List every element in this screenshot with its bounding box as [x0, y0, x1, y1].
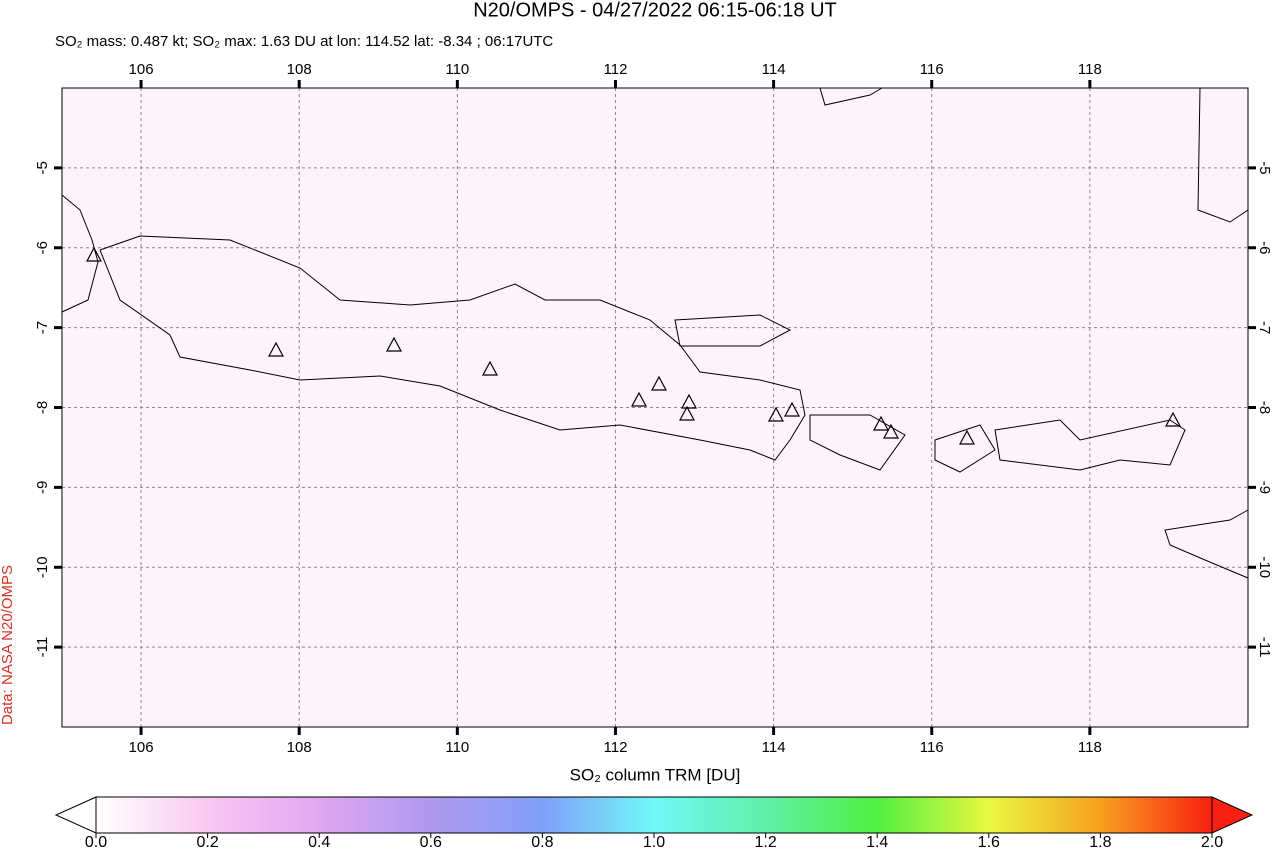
volcano: [767, 406, 785, 422]
colorbar-ticks: 0.0 0.2 0.4 0.6 0.8 1.0 1.2 1.4 1.6 1.8 2.0: [85, 833, 1223, 851]
colorbar-tick-label: 0.6: [420, 834, 442, 851]
colorbar-tick-label: 1.6: [978, 834, 1000, 851]
y-tick-label: -9: [34, 481, 51, 494]
volcano: [680, 393, 698, 409]
volcano: [650, 375, 668, 391]
volcanoes: [85, 246, 1182, 445]
x-tick-label: 108: [287, 61, 312, 78]
x-tick-label: 110: [445, 61, 469, 78]
coast-sumba: [1164, 509, 1249, 579]
y-tick-label: -7: [1256, 321, 1272, 334]
volcano: [872, 415, 890, 431]
coast-madura: [674, 314, 792, 347]
coast-sumbawa: [994, 419, 1186, 471]
colorbar-tick-label: 1.8: [1089, 834, 1111, 851]
x-tick-label: 116: [920, 739, 944, 756]
x-tick-label: 114: [762, 61, 786, 78]
coast-bali: [809, 414, 906, 471]
colorbar-over: [1211, 796, 1254, 834]
volcano: [783, 401, 801, 417]
colorbar-tick-label: 0.0: [85, 834, 107, 851]
y-tick-label: -10: [1256, 556, 1272, 578]
credit: Data: NASA N20/OMPS: [0, 565, 16, 725]
x-tick-label: 106: [129, 739, 154, 756]
volcano: [267, 341, 285, 357]
colorbar-tick-label: 2.0: [1201, 834, 1223, 851]
colorbar-label: SO₂ column TRM [DU]: [570, 765, 741, 784]
volcano: [481, 360, 499, 376]
colorbar-tick-label: 1.0: [643, 834, 665, 851]
title: N20/OMPS - 04/27/2022 06:15-06:18 UT: [473, 0, 837, 21]
y-tick-label: -7: [34, 321, 51, 334]
y-tick-label: -6: [1256, 241, 1272, 254]
x-tick-label: 118: [1078, 61, 1102, 78]
y-tick-label: -5: [34, 161, 51, 174]
x-tick-label: 112: [604, 61, 628, 78]
volcano: [882, 423, 900, 439]
y-tick-label: -8: [1256, 401, 1272, 414]
volcano: [1164, 411, 1182, 427]
x-tick-label: 108: [287, 739, 312, 756]
colorbar-under: [54, 796, 97, 834]
volcano: [678, 405, 696, 421]
colorbar-tick-label: 0.2: [196, 834, 218, 851]
coast-borneo: [819, 87, 883, 106]
coast-sulawesi: [1197, 87, 1249, 223]
colorbar-tick-label: 1.2: [754, 834, 776, 851]
volcano: [630, 391, 648, 407]
grid: [62, 88, 1248, 727]
coast-java: [99, 235, 806, 461]
coastlines: [61, 87, 1249, 579]
colorbar-tick-label: 1.4: [866, 834, 888, 851]
x-tick-label: 118: [1078, 739, 1102, 756]
colorbar-tick-label: 0.8: [531, 834, 553, 851]
colorbar-tick-label: 0.4: [308, 834, 330, 851]
coast-lombok: [934, 424, 996, 473]
volcano: [385, 336, 403, 352]
x-tick-label: 114: [762, 739, 786, 756]
map-area: [62, 88, 1248, 727]
colorbar: [95, 796, 1213, 834]
subtitle: SO₂ mass: 0.487 kt; SO₂ max: 1.63 DU at …: [55, 33, 553, 50]
y-tick-label: -9: [1256, 481, 1272, 494]
volcano: [958, 429, 976, 445]
x-tick-label: 110: [445, 739, 469, 756]
y-tick-label: -11: [1256, 637, 1272, 658]
y-tick-label: -6: [34, 241, 51, 254]
x-tick-label: 116: [920, 61, 944, 78]
volcano: [85, 246, 103, 262]
y-tick-label: -8: [34, 401, 51, 414]
y-tick-label: -10: [34, 556, 51, 578]
y-tick-label: -5: [1256, 161, 1272, 174]
y-tick-label: -11: [34, 637, 51, 658]
x-tick-label: 112: [604, 739, 628, 756]
axes: 106 106 108 108 110 110 112 112 114 114 116 116 118 1…: [34, 61, 1272, 756]
x-tick-label: 106: [129, 61, 154, 78]
